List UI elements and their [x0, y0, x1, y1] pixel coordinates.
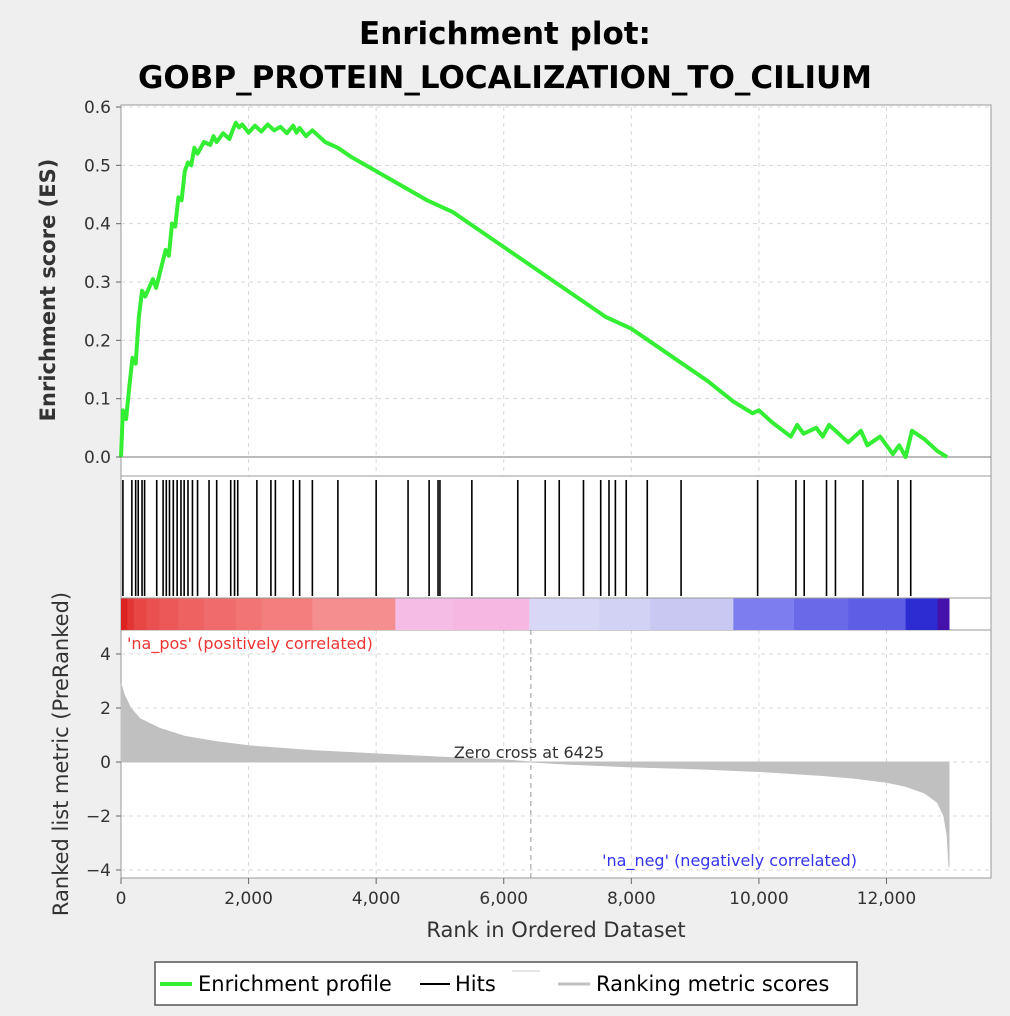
pos-correlated-label: 'na_pos' (positively correlated) [127, 634, 373, 654]
xtick-label: 0 [116, 889, 127, 909]
heatbar-segment [650, 598, 734, 630]
legend: Enrichment profile Hits Ranking metric s… [154, 961, 858, 1006]
heatbar-segment [905, 598, 939, 630]
legend-box [154, 961, 858, 1006]
es-axis-label: Enrichment score (ES) [36, 159, 60, 422]
es-ytick-label: 0.6 [84, 98, 111, 118]
es-ytick-label: 0.0 [84, 448, 111, 468]
xtick-label: 4,000 [352, 889, 401, 909]
heatbar-segment [261, 598, 313, 630]
es-layer [119, 120, 991, 459]
heatbar-segment [133, 598, 148, 630]
x-axis-label: Rank in Ordered Dataset [426, 918, 685, 942]
heatbar-segment [235, 598, 262, 630]
neg-correlated-label: 'na_neg' (negatively correlated) [602, 851, 857, 871]
metric-ytick-label: −4 [86, 861, 111, 881]
metric-ytick-label: −2 [86, 807, 111, 827]
heatbar-segment [793, 598, 849, 630]
es-ytick-label: 0.1 [84, 390, 111, 410]
legend-es-label: Enrichment profile [198, 972, 392, 996]
heatbar-segment [733, 598, 795, 630]
heatbar-segment [146, 598, 160, 630]
heatbar-segment [312, 598, 396, 630]
es-ytick-label: 0.5 [84, 156, 111, 176]
metric-ytick-label: 2 [100, 699, 111, 719]
ranking-metric-area [120, 683, 950, 868]
heatbar-segment [395, 598, 454, 630]
heatbar-segment [452, 598, 530, 630]
es-ytick-label: 0.4 [84, 215, 111, 235]
es-ytick-label: 0.2 [84, 331, 111, 351]
heatbar-segment [599, 598, 651, 630]
xtick-label: 2,000 [224, 889, 273, 909]
metric-ytick-label: 4 [100, 645, 111, 665]
legend-hits-label: Hits [455, 972, 496, 996]
zero-cross-label: Zero cross at 6425 [454, 743, 604, 762]
heatbar-segment [121, 598, 128, 630]
es-ytick-label: 0.3 [84, 273, 111, 293]
xtick-label: 12,000 [857, 889, 916, 909]
hits-layer [122, 480, 912, 596]
metric-axis-label: Ranked list metric (PreRanked) [49, 592, 73, 916]
heatbar-segment [159, 598, 179, 630]
heatbar-segment [937, 598, 950, 630]
xtick-label: 6,000 [479, 889, 528, 909]
enrichment-profile-line [119, 120, 949, 459]
metric-ytick-label: 0 [100, 753, 111, 773]
chart-title-line2: GOBP_PROTEIN_LOCALIZATION_TO_CILIUM [138, 60, 872, 96]
heatbar-segment [529, 598, 600, 630]
heatbar [121, 597, 991, 630]
heatbar-segment [178, 598, 205, 630]
heatbar-segment [203, 598, 237, 630]
heatbar-segment [848, 598, 907, 630]
legend-metric-label: Ranking metric scores [596, 972, 829, 996]
heatbar-segment [127, 598, 135, 630]
xtick-label: 8,000 [607, 889, 656, 909]
xtick-label: 10,000 [729, 889, 788, 909]
chart-title-line1: Enrichment plot: [359, 16, 651, 52]
metric-layer [120, 630, 950, 878]
